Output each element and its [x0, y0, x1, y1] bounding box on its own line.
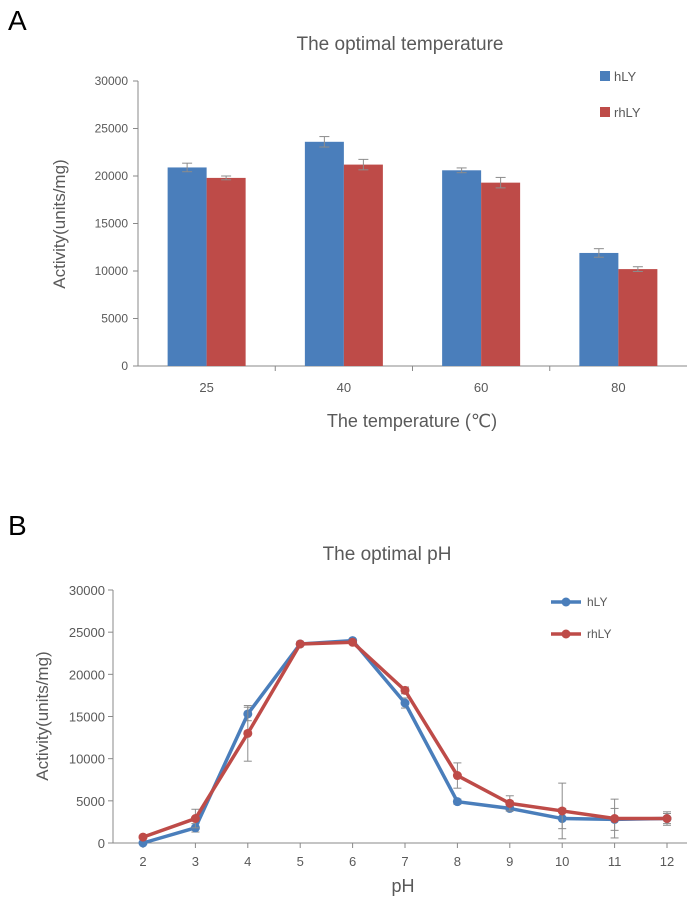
ph-chart: The optimal pH 0 5000 10000 15000 20000 25000 3…: [33, 544, 687, 896]
chart-b-xtick-label: 4: [244, 854, 251, 869]
chart-a-xtick-label: 60: [474, 380, 488, 395]
chart-a-ytick-label: 25000: [95, 122, 129, 136]
chart-b-xtick-label: 5: [297, 854, 304, 869]
chart-a-xtick-label: 25: [199, 380, 213, 395]
chart-a-legend-label: rhLY: [614, 105, 641, 120]
chart-b-line-hLY: [143, 641, 667, 843]
chart-a-ytick-label: 20000: [95, 169, 129, 183]
chart-a-ytick-label: 0: [121, 359, 128, 373]
chart-a-xlabel: The temperature (℃): [327, 411, 497, 431]
chart-b-ytick-label: 5000: [76, 794, 105, 809]
chart-a-bar-rhLY: [344, 165, 383, 366]
temperature-chart: The optimal temperature 0 5000 10000 15000 20…: [50, 34, 687, 431]
chart-b-ytick-label: 25000: [69, 625, 105, 640]
chart-b-point-rhLY: [610, 814, 619, 823]
chart-b-xlabel: pH: [391, 876, 414, 896]
chart-b-xtick-label: 7: [401, 854, 408, 869]
chart-b-point-rhLY: [243, 729, 252, 738]
panel-b-letter: B: [8, 510, 27, 541]
chart-a-bar-rhLY: [618, 269, 657, 366]
chart-b-point-rhLY: [139, 833, 148, 842]
chart-a-bar-hLY: [579, 253, 618, 366]
chart-a-bar-rhLY: [207, 178, 246, 366]
chart-b-ytick-label: 10000: [69, 752, 105, 767]
chart-a-xtick-label: 40: [337, 380, 351, 395]
chart-a-legend-swatch-hLY: [600, 71, 610, 81]
chart-b-point-rhLY: [453, 771, 462, 780]
chart-a-ytick-label: 15000: [95, 217, 129, 231]
chart-a-legend-label: hLY: [614, 69, 636, 84]
chart-a-title: The optimal temperature: [297, 34, 504, 55]
panel-a-letter: A: [8, 5, 27, 36]
chart-b-title: The optimal pH: [323, 544, 452, 565]
chart-a-ylabel: Activity(units/mg): [50, 159, 69, 288]
chart-b-line-rhLY: [143, 642, 667, 837]
chart-a-legend-swatch-rhLY: [600, 107, 610, 117]
chart-b-point-rhLY: [348, 638, 357, 647]
chart-b-legend-marker-hLY: [562, 598, 571, 607]
chart-b-point-hLY: [453, 797, 462, 806]
chart-a-bar-hLY: [305, 142, 344, 366]
chart-a-xtick-label: 80: [611, 380, 625, 395]
chart-b-ytick-label: 0: [98, 836, 105, 851]
chart-b-legend-marker-rhLY: [562, 630, 571, 639]
chart-b-xtick-label: 10: [555, 854, 569, 869]
chart-b-point-rhLY: [191, 814, 200, 823]
chart-b-xtick-label: 3: [192, 854, 199, 869]
chart-b-point-rhLY: [505, 799, 514, 808]
chart-b-point-rhLY: [558, 806, 567, 815]
chart-a-bar-hLY: [168, 167, 207, 366]
chart-b-ytick-label: 30000: [69, 583, 105, 598]
chart-a-ytick-label: 10000: [95, 264, 129, 278]
chart-b-point-hLY: [401, 699, 410, 708]
chart-b-xtick-label: 9: [506, 854, 513, 869]
chart-b-xtick-label: 12: [660, 854, 674, 869]
chart-b-xtick-label: 11: [608, 854, 622, 869]
chart-b-ylabel: Activity(units/mg): [33, 651, 52, 780]
chart-b-ytick-label: 20000: [69, 667, 105, 682]
chart-b-point-rhLY: [401, 686, 410, 695]
chart-a-ytick-label: 5000: [101, 312, 128, 326]
chart-a-ytick-label: 30000: [95, 74, 129, 88]
chart-b-xtick-label: 6: [349, 854, 356, 869]
chart-a-bar-rhLY: [481, 183, 520, 366]
chart-b-xtick-label: 8: [454, 854, 461, 869]
chart-b-xtick-label: 2: [139, 854, 146, 869]
chart-b-legend-label: rhLY: [587, 627, 611, 641]
chart-b-ytick-label: 15000: [69, 710, 105, 725]
chart-a-bar-hLY: [442, 170, 481, 366]
chart-b-legend-label: hLY: [587, 595, 607, 609]
chart-b-point-rhLY: [663, 814, 672, 823]
chart-b-point-rhLY: [296, 639, 305, 648]
